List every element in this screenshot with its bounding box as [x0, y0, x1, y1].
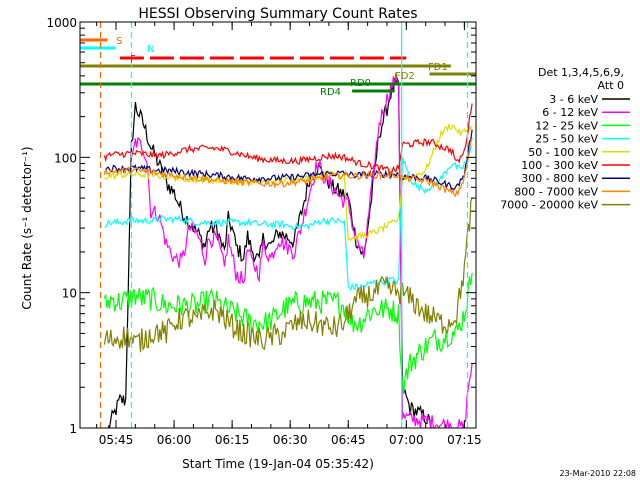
legend-entry-label: 12 - 25 keV: [535, 119, 598, 132]
series-line-300-800-kev: [104, 129, 473, 191]
series-line-7000-20000-kev: [103, 197, 473, 353]
x-axis-label: Start Time (19-Jan-04 05:35:42): [182, 457, 374, 471]
legend-entry-label: 50 - 100 keV: [528, 146, 598, 159]
x-tick-label: 06:15: [215, 433, 250, 447]
series-line-800-7000-kev: [103, 137, 473, 198]
state-bar-label-rd4: RD4: [320, 87, 341, 98]
plot-area: S NF FD1 FD2 RD0 RD4: [80, 22, 476, 428]
legend-entry-label: 300 - 800 keV: [521, 172, 598, 185]
series-line-100-300-kev: [103, 103, 473, 174]
series-line-25-50-kev: [104, 146, 473, 292]
legend-entry-label: 100 - 300 keV: [521, 159, 598, 172]
y-tick-label: 1000: [46, 16, 77, 30]
x-tick-label: 06:45: [331, 433, 366, 447]
y-tick-label: 10: [62, 287, 77, 301]
series-line-3-6-kev: [107, 76, 434, 428]
x-tick-label: 07:00: [389, 433, 424, 447]
state-bar-label-s: S: [116, 36, 122, 47]
legend-entry-label: 25 - 50 keV: [535, 133, 598, 146]
series-line-12-25-kev: [103, 272, 473, 395]
x-tick-label: 06:30: [273, 433, 308, 447]
chart-title: HESSI Observing Summary Count Rates: [138, 6, 417, 22]
x-tick-label: 06:00: [157, 433, 192, 447]
legend-header-line-1: Det 1,3,4,5,6,9,: [538, 66, 624, 79]
plot-content: [80, 22, 476, 428]
axes: 05:45 06:00 06:15 06:30 06:45 07:00 07:15 1 10 10…: [46, 16, 481, 447]
y-tick-label: 100: [54, 151, 77, 165]
legend-entry-label: 800 - 7000 keV: [514, 185, 598, 198]
x-tick-label: 07:15: [447, 433, 482, 447]
y-axis-label: Count Rate (s⁻¹ detector⁻¹): [20, 146, 34, 309]
legend-entry-label: 3 - 6 keV: [549, 93, 598, 106]
plot-frame: [79, 21, 477, 429]
state-bar-label-n: N: [147, 44, 154, 55]
state-bar-label-f: F: [130, 54, 136, 65]
x-tick-label: 05:45: [99, 433, 134, 447]
legend-header-line-2: Att 0: [598, 79, 624, 92]
y-tick-label: 1: [69, 422, 77, 436]
state-bar-label-fd2: FD2: [395, 71, 415, 82]
state-bar-label-rd0: RD0: [350, 78, 371, 89]
footer-date: 23-Mar-2010 22:08: [560, 469, 637, 478]
legend-entry-label: 7000 - 20000 keV: [500, 199, 598, 212]
state-bar-label-fd1: FD1: [428, 62, 448, 73]
legend-entry-label: 6 - 12 keV: [542, 106, 598, 119]
